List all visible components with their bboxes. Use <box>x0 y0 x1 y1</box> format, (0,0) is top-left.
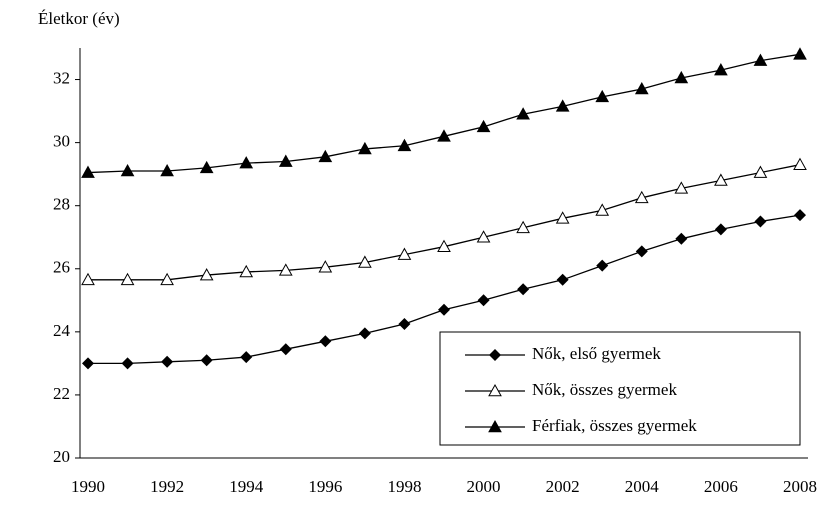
y-tick-label: 32 <box>53 68 70 87</box>
x-tick-label: 1996 <box>308 477 342 496</box>
marker <box>318 260 333 273</box>
marker <box>476 230 491 243</box>
series-line <box>87 53 801 174</box>
marker <box>397 138 412 152</box>
marker <box>437 239 451 252</box>
marker <box>319 335 332 348</box>
y-tick-label: 30 <box>53 132 70 151</box>
marker <box>753 53 768 66</box>
x-tick-label: 1990 <box>71 477 105 496</box>
marker <box>635 245 648 258</box>
marker <box>438 303 450 316</box>
marker <box>318 149 333 163</box>
marker <box>489 349 501 361</box>
x-tick-label: 1992 <box>150 477 184 496</box>
marker <box>753 165 768 178</box>
marker <box>595 89 610 103</box>
marker <box>674 70 689 84</box>
y-tick-label: 22 <box>53 384 70 403</box>
x-tick-label: 2008 <box>783 477 817 496</box>
marker <box>596 259 609 272</box>
marker <box>397 247 412 260</box>
marker <box>120 163 135 177</box>
legend-label: Férfiak, összes gyermek <box>532 416 697 435</box>
marker <box>793 157 807 170</box>
y-tick-label: 20 <box>53 447 70 466</box>
marker <box>82 357 94 370</box>
marker <box>714 173 728 186</box>
marker <box>161 355 174 368</box>
marker <box>555 99 570 112</box>
x-tick-label: 2002 <box>546 477 580 496</box>
marker <box>675 232 688 245</box>
marker <box>488 419 502 433</box>
marker <box>160 272 174 286</box>
y-tick-label: 24 <box>53 321 71 340</box>
series-line <box>88 164 801 281</box>
marker <box>595 203 610 216</box>
marker <box>794 209 806 222</box>
marker <box>200 354 213 367</box>
marker <box>120 272 135 286</box>
marker <box>160 163 174 177</box>
marker <box>121 357 134 370</box>
marker <box>488 383 502 397</box>
marker <box>555 211 570 224</box>
x-tick-label: 2000 <box>467 477 501 496</box>
marker <box>517 283 530 296</box>
marker <box>634 81 649 95</box>
marker <box>279 343 292 356</box>
legend-label: Nők, összes gyermek <box>532 380 677 399</box>
x-tick-label: 1994 <box>229 477 264 496</box>
marker <box>239 156 254 169</box>
marker <box>674 181 689 194</box>
marker <box>199 268 214 281</box>
legend-box <box>439 331 801 446</box>
marker <box>240 351 253 364</box>
marker <box>398 317 411 330</box>
marker <box>278 154 293 167</box>
legend-label: Nők, első gyermek <box>532 344 661 363</box>
marker <box>477 294 490 307</box>
marker <box>358 255 372 268</box>
marker <box>714 223 727 236</box>
marker <box>199 160 214 174</box>
marker <box>714 63 728 76</box>
x-tick-label: 2006 <box>704 477 738 496</box>
x-tick-label: 1998 <box>387 477 421 496</box>
x-tick-label: 2004 <box>625 477 660 496</box>
y-tick-label: 28 <box>53 195 70 214</box>
marker <box>754 215 767 228</box>
marker <box>358 327 371 340</box>
y-axis-label: Életkor (év) <box>38 9 120 28</box>
marker <box>81 272 95 286</box>
marker <box>634 190 649 204</box>
marker <box>793 47 807 60</box>
marker <box>81 165 95 178</box>
marker <box>516 220 530 234</box>
marker <box>278 263 293 276</box>
marker <box>516 107 530 120</box>
marker <box>239 264 254 278</box>
marker <box>476 119 491 133</box>
marker <box>556 273 569 286</box>
marker <box>437 129 451 142</box>
marker <box>358 141 372 155</box>
y-tick-label: 26 <box>53 258 70 277</box>
